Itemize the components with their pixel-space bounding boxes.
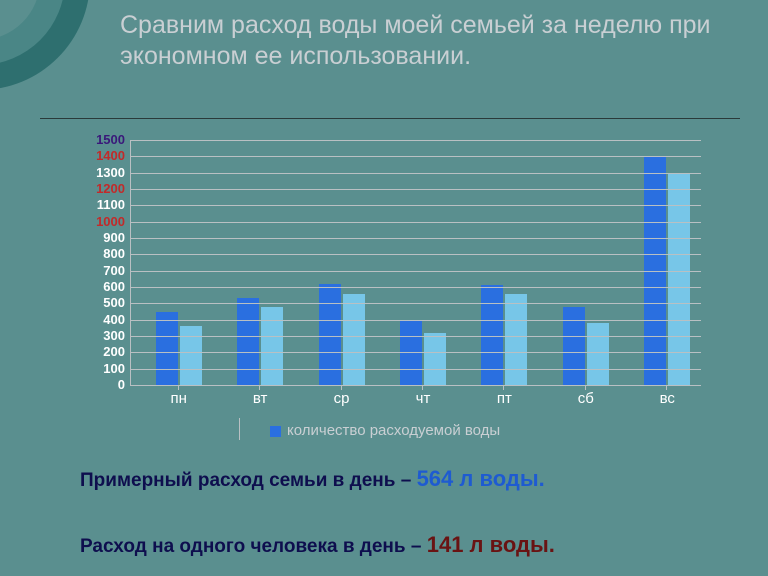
x-tick-label: чт — [393, 390, 453, 407]
y-tick-label: 1100 — [70, 198, 125, 211]
x-tick-label: вт — [230, 390, 290, 407]
gridline — [131, 140, 701, 141]
gridline — [131, 222, 701, 223]
bar — [319, 284, 341, 385]
y-tick-label: 1500 — [70, 133, 125, 146]
y-axis: 0100200300400500600700800900100011001200… — [70, 140, 130, 385]
bar — [563, 307, 585, 385]
summary-text: Расход на одного человека в день – — [80, 536, 427, 557]
plot-area — [130, 140, 701, 386]
y-tick-label: 300 — [70, 329, 125, 342]
y-tick-label: 0 — [70, 378, 125, 391]
bars-layer — [131, 140, 701, 385]
gridline — [131, 173, 701, 174]
summary-line-family: Примерный расход семьи в день – 564 л во… — [80, 466, 720, 492]
title-rule — [40, 118, 740, 119]
gridline — [131, 320, 701, 321]
x-tick-label: сб — [556, 390, 616, 407]
gridline — [131, 156, 701, 157]
summary-text: Примерный расход семьи в день – — [80, 470, 417, 491]
y-tick-label: 900 — [70, 231, 125, 244]
bar — [156, 312, 178, 386]
y-tick-label: 500 — [70, 296, 125, 309]
x-tick-label: ср — [312, 390, 372, 407]
bar — [261, 307, 283, 385]
y-tick-label: 1300 — [70, 166, 125, 179]
summary-value: 564 л воды. — [417, 466, 545, 491]
y-tick-label: 400 — [70, 313, 125, 326]
bar — [505, 294, 527, 385]
y-tick-label: 1200 — [70, 182, 125, 195]
bar — [587, 323, 609, 385]
y-tick-label: 1000 — [70, 215, 125, 228]
gridline — [131, 369, 701, 370]
x-tick — [259, 385, 260, 390]
y-tick-label: 200 — [70, 345, 125, 358]
x-tick — [341, 385, 342, 390]
x-tick-label: пт — [474, 390, 534, 407]
gridline — [131, 238, 701, 239]
gridline — [131, 205, 701, 206]
x-tick — [585, 385, 586, 390]
gridline — [131, 303, 701, 304]
bar — [424, 333, 446, 385]
gridline — [131, 254, 701, 255]
x-tick — [666, 385, 667, 390]
bar — [237, 298, 259, 385]
chart-legend: количество расходуемой воды — [270, 422, 500, 439]
water-usage-chart: 0 100 200 300 400 500 600 700 800 900 1000 1100 1200… — [70, 140, 710, 420]
y-tick-label: 600 — [70, 280, 125, 293]
x-tick — [503, 385, 504, 390]
gridline — [131, 287, 701, 288]
legend-label: количество расходуемой воды — [287, 422, 500, 439]
gridline — [131, 271, 701, 272]
x-tick-label: пн — [149, 390, 209, 407]
y-tick-label: 100 — [70, 362, 125, 375]
legend-swatch — [270, 426, 281, 437]
gridline — [131, 352, 701, 353]
y-tick-label: 1400 — [70, 149, 125, 162]
slide-title: Сравним расход воды моей семьей за недел… — [120, 10, 720, 73]
gridline — [131, 336, 701, 337]
summary-value: 141 л воды. — [427, 532, 555, 557]
legend-separator — [239, 418, 240, 440]
x-tick-label: вс — [637, 390, 697, 407]
x-tick — [422, 385, 423, 390]
bar — [343, 294, 365, 385]
y-tick-label: 700 — [70, 264, 125, 277]
gridline — [131, 189, 701, 190]
y-tick-label: 800 — [70, 247, 125, 260]
x-tick — [178, 385, 179, 390]
summary-line-person: Расход на одного человека в день – 141 л… — [80, 532, 720, 558]
